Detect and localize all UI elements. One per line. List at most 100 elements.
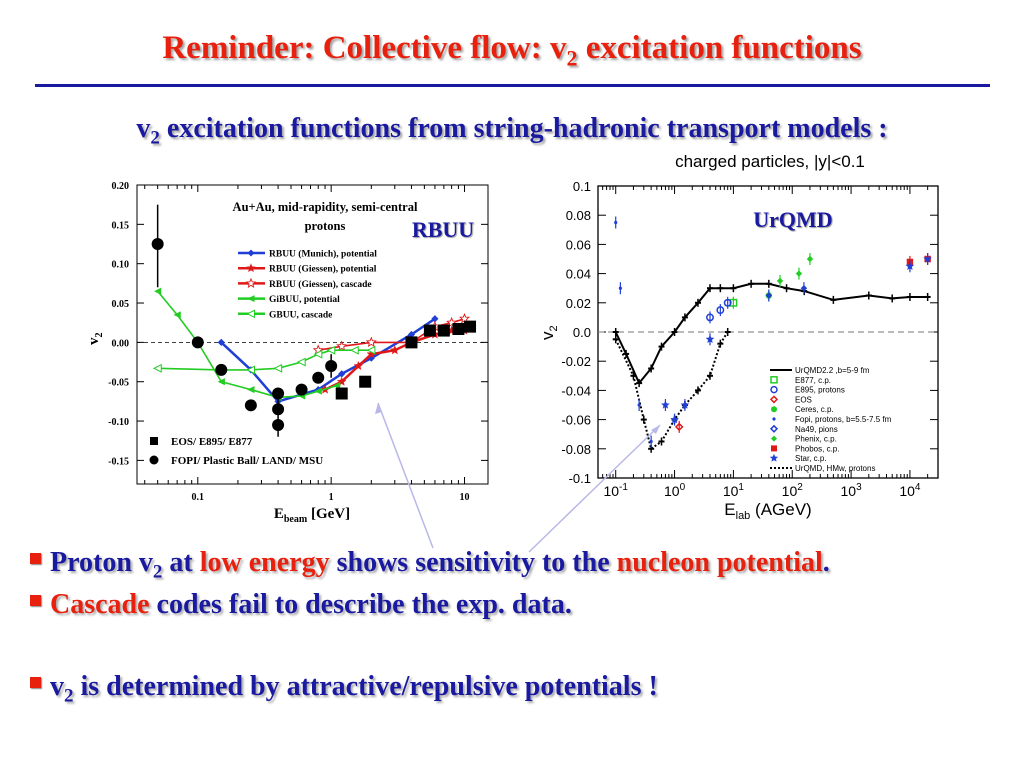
rbuu-series-line xyxy=(220,317,436,403)
rbuu-data-point xyxy=(335,387,348,400)
urqmd-legend-label: Na49, pions xyxy=(795,425,838,434)
rbuu-series-line xyxy=(324,329,465,391)
rbuu-series-point xyxy=(333,382,341,390)
urqmd-data-point xyxy=(649,439,653,444)
rbuu-series-point xyxy=(154,287,162,295)
urqmd-data-point xyxy=(670,415,679,424)
rbuu-series-point xyxy=(349,345,359,355)
rbuu-inset-text: Au+Au, mid-rapidity, semi-central xyxy=(233,200,418,214)
urqmd-legend-marker xyxy=(770,385,778,394)
urqmd-data-point xyxy=(716,306,725,315)
urqmd-data-point xyxy=(661,400,670,409)
urqmd-legend-label: Phobos, c.p. xyxy=(795,444,839,453)
rbuu-data-point xyxy=(312,371,325,384)
urqmd-legend-marker xyxy=(769,395,779,404)
rbuu-series-line xyxy=(157,349,372,371)
urqmd-legend-label: Fopi, protons, b=5.5-7.5 fm xyxy=(795,415,892,424)
urqmd-model-line xyxy=(614,282,928,385)
rbuu-series-point xyxy=(273,363,283,373)
rbuu-data-point xyxy=(452,322,465,335)
rbuu-y-tick-label: -0.15 xyxy=(108,456,129,467)
rbuu-data-point xyxy=(151,238,164,251)
urqmd-legend-marker xyxy=(771,445,777,452)
rbuu-legend-marker xyxy=(149,455,159,465)
urqmd-legend-marker xyxy=(769,453,779,462)
rbuu-data-point xyxy=(359,375,372,388)
bullet-1: Proton v2 at low energy shows sensitivit… xyxy=(30,547,830,584)
rbuu-series-point xyxy=(217,338,225,346)
rbuu-legend-label: RBUU (Munich), potential xyxy=(269,249,377,260)
rbuu-data-point xyxy=(325,359,338,372)
urqmd-y-tick-label: 0.08 xyxy=(566,208,591,223)
urqmd-legend-label: E877, c.p. xyxy=(795,376,831,385)
rbuu-series-point xyxy=(336,340,348,351)
urqmd-x-tick-label: 102 xyxy=(782,482,804,499)
bullet-marker-icon xyxy=(30,553,41,565)
rbuu-y-tick-label: -0.05 xyxy=(108,378,129,389)
urqmd-x-tick-label: 104 xyxy=(899,482,921,499)
rbuu-legend-label: GiBUU, potential xyxy=(269,295,340,305)
rbuu-data-point xyxy=(405,336,418,349)
rbuu-series-point xyxy=(353,361,364,371)
urqmd-data-point xyxy=(614,220,618,225)
rbuu-x-tick-label: 10 xyxy=(460,492,470,503)
rbuu-series-point xyxy=(390,345,400,355)
bullet-3: v2 is determined by attractive/repulsive… xyxy=(30,671,658,708)
title-divider xyxy=(35,84,990,87)
rbuu-plot-frame xyxy=(136,184,489,485)
rbuu-x-axis-label: Ebeam [GeV] xyxy=(274,506,350,525)
rbuu-series-point xyxy=(247,385,255,394)
rbuu-legend-label: FOPI/ Plastic Ball/ LAND/ MSU xyxy=(171,455,323,467)
rbuu-y-tick-label: 0.00 xyxy=(112,338,130,349)
rbuu-series-point xyxy=(173,311,181,319)
rbuu-legend-marker xyxy=(246,263,256,273)
urqmd-x-tick-label: 100 xyxy=(664,482,686,499)
rbuu-series-point xyxy=(296,357,306,367)
rbuu-legend-marker xyxy=(247,249,255,257)
urqmd-data-point xyxy=(905,261,915,271)
rbuu-legend-marker xyxy=(246,309,255,319)
rbuu-data-point xyxy=(423,324,436,337)
urqmd-y-tick-label: -0.02 xyxy=(561,354,591,369)
urqmd-data-point xyxy=(776,277,784,285)
rbuu-data-point xyxy=(437,324,450,337)
urqmd-y-tick-label: 0.0 xyxy=(573,325,591,340)
rbuu-legend-label: RBUU (Giessen), potential xyxy=(269,264,377,275)
rbuu-series-point xyxy=(313,349,323,359)
rbuu-y-tick-label: -0.10 xyxy=(108,417,129,428)
bullet-marker-icon xyxy=(30,677,41,689)
urqmd-y-tick-label: 0.04 xyxy=(566,267,591,282)
urqmd-x-tick-label: 103 xyxy=(841,482,863,499)
urqmd-data-point xyxy=(923,254,932,263)
rbuu-series-point xyxy=(338,370,346,378)
rbuu-model-label: RBUU xyxy=(412,217,474,242)
rbuu-y-axis-label: v2 xyxy=(86,333,105,346)
urqmd-x-tick-label: 10-1 xyxy=(603,482,628,499)
rbuu-series-point xyxy=(336,376,347,386)
urqmd-data-point xyxy=(723,298,732,307)
urqmd-data-point xyxy=(680,400,690,409)
urqmd-model-line xyxy=(614,331,729,451)
rbuu-series-line xyxy=(157,290,337,399)
rbuu-series-point xyxy=(246,365,255,375)
urqmd-legend-marker xyxy=(771,435,777,442)
rbuu-data-point xyxy=(244,399,257,412)
urqmd-x-axis-label: Elab (AGeV) xyxy=(724,500,811,522)
urqmd-data-point xyxy=(618,286,622,290)
rbuu-legend-marker xyxy=(247,295,255,303)
urqmd-y-tick-label: -0.06 xyxy=(561,413,591,428)
rbuu-data-point xyxy=(191,336,204,349)
urqmd-data-point xyxy=(674,422,684,432)
rbuu-legend-label: GBUU, cascade xyxy=(269,310,332,320)
rbuu-series-point xyxy=(314,387,322,395)
urqmd-data-point xyxy=(706,313,714,322)
rbuu-series-point xyxy=(152,363,162,373)
urqmd-y-tick-label: -0.1 xyxy=(569,471,591,486)
rbuu-inset-text: protons xyxy=(305,219,346,233)
urqmd-chart-title: charged particles, |y|<0.1 xyxy=(675,152,865,171)
rbuu-data-point xyxy=(295,383,308,396)
bullet-marker-icon xyxy=(30,595,41,607)
urqmd-data-point xyxy=(795,270,803,277)
rbuu-data-point xyxy=(272,418,285,431)
